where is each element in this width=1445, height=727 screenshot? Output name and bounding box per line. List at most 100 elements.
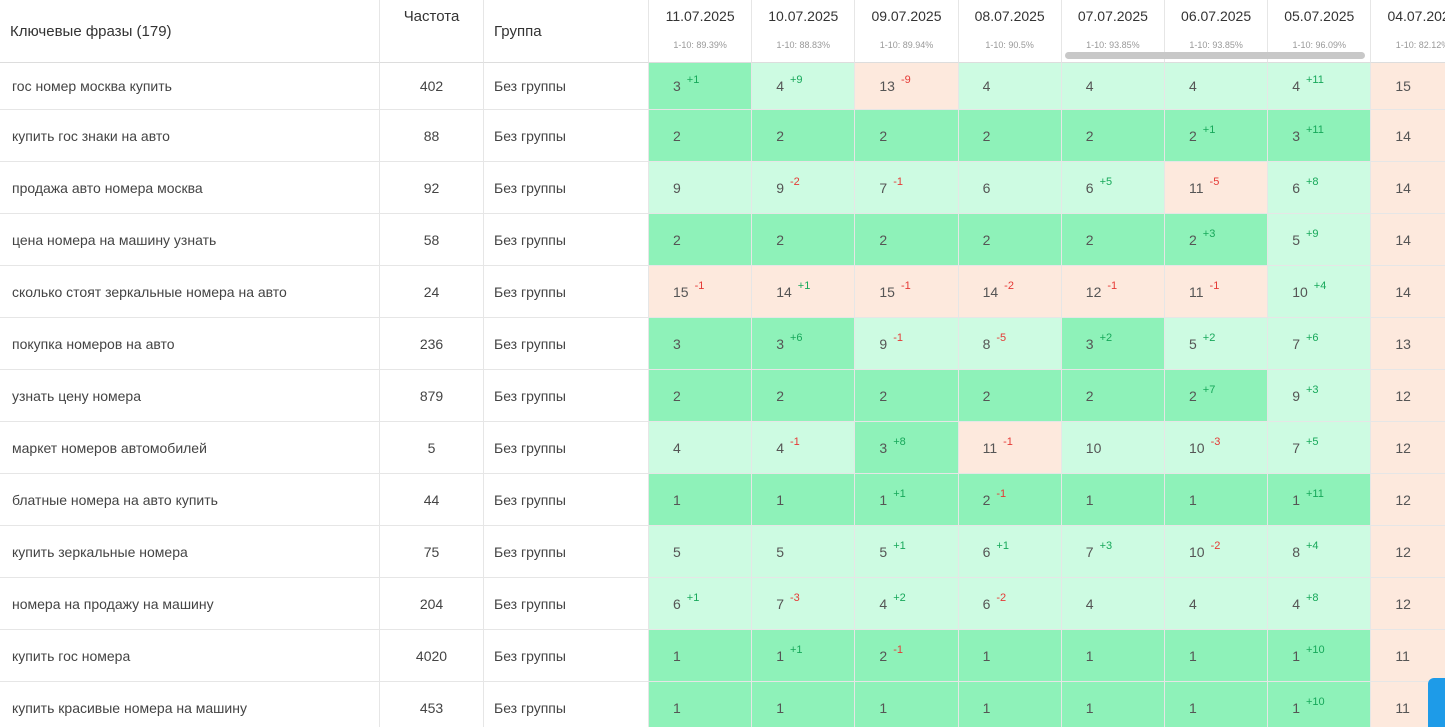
- frequency: 402: [380, 63, 484, 110]
- keyword: продажа авто номера москва: [0, 162, 380, 214]
- position: 1: [982, 647, 991, 664]
- position-cell: 2: [1061, 110, 1165, 162]
- position-cell: 4: [1061, 578, 1165, 630]
- position-change: +1: [893, 539, 906, 552]
- position-cell: 6 +5: [1061, 162, 1165, 214]
- position-change: +6: [789, 331, 803, 344]
- date: 11.07.2025: [665, 8, 735, 24]
- top10-share: 1-10: 89.39%: [673, 40, 727, 50]
- position-cell: 1 +1: [752, 630, 856, 682]
- position: 2: [776, 387, 784, 404]
- position-cell: 1: [1165, 630, 1269, 682]
- position-cell: 1: [752, 682, 856, 727]
- frequency: 92: [380, 162, 484, 214]
- position-cell: 1: [649, 682, 753, 727]
- group: Без группы: [484, 422, 649, 474]
- position-change: -2: [996, 591, 1007, 604]
- position-cell: 2 +1: [1165, 110, 1269, 162]
- frequency: 58: [380, 214, 484, 266]
- top10-share: 1-10: 93.85%: [1086, 40, 1140, 50]
- date-header[interactable]: 10.07.2025 1-10: 88.83%: [752, 0, 856, 63]
- position: 4: [1085, 595, 1094, 612]
- group: Без группы: [484, 578, 649, 630]
- position-cell: 3 +11: [1268, 110, 1372, 162]
- date: 06.07.2025: [1181, 8, 1252, 24]
- position: 1: [879, 699, 888, 716]
- position: 1: [673, 491, 681, 508]
- position: 4: [776, 439, 784, 456]
- position: 4: [982, 78, 991, 94]
- position-change: +8: [1305, 175, 1319, 188]
- frequency: 453: [380, 682, 484, 727]
- group: Без группы: [484, 63, 649, 110]
- position: 2: [1085, 231, 1094, 248]
- frequency-header[interactable]: Частота: [380, 0, 484, 63]
- position-change: +1: [686, 591, 700, 604]
- position-cell: 14: [1371, 266, 1445, 318]
- position-cell: 13: [1371, 318, 1445, 370]
- position-change: -3: [789, 591, 800, 604]
- date-header[interactable]: 06.07.2025 1-10: 93.85%: [1165, 0, 1269, 63]
- position: 5: [673, 543, 681, 560]
- group: Без группы: [484, 214, 649, 266]
- date-header[interactable]: 09.07.2025 1-10: 89.94%: [855, 0, 959, 63]
- position-change: -9: [900, 74, 911, 86]
- position-cell: 12: [1371, 422, 1445, 474]
- date-header[interactable]: 05.07.2025 1-10: 96.09%: [1268, 0, 1372, 63]
- frequency: 88: [380, 110, 484, 162]
- position-change: -1: [789, 435, 800, 448]
- position-cell: 5: [649, 526, 753, 578]
- position-change: +1: [1202, 123, 1216, 136]
- date: 04.07.2025: [1387, 8, 1445, 24]
- position-change: -1: [1209, 279, 1220, 292]
- position-change: +5: [1099, 175, 1113, 188]
- position-cell: 1: [649, 630, 753, 682]
- position-cell: 3 +1: [649, 63, 753, 110]
- position-change: +4: [1305, 539, 1319, 552]
- position-cell: 5 +1: [855, 526, 959, 578]
- position-change: +10: [1305, 643, 1325, 656]
- position: 1: [1085, 491, 1094, 508]
- date-header[interactable]: 08.07.2025 1-10: 90.5%: [958, 0, 1062, 63]
- position: 11: [1395, 647, 1410, 664]
- position: 1: [1085, 699, 1094, 716]
- position: 11: [1395, 699, 1410, 716]
- scrollbar[interactable]: [1065, 52, 1365, 59]
- position: 3: [1085, 335, 1094, 352]
- position-cell: 1 +10: [1268, 630, 1372, 682]
- position-change: +11: [1305, 74, 1324, 86]
- keyword: купить гос номера: [0, 630, 380, 682]
- date-header[interactable]: 11.07.2025 1-10: 89.39%: [649, 0, 753, 63]
- position-change: +10: [1305, 695, 1325, 708]
- position-cell: 2: [1061, 370, 1165, 422]
- position: 2: [982, 231, 991, 248]
- keyword-header[interactable]: Ключевые фразы (179): [0, 0, 380, 63]
- position-cell: 11: [1371, 630, 1445, 682]
- group: Без группы: [484, 474, 649, 526]
- position-cell: 12: [1371, 578, 1445, 630]
- position-change: -1: [1003, 435, 1013, 448]
- position: 13: [879, 78, 895, 94]
- position-cell: 11 -1: [958, 422, 1062, 474]
- side-button[interactable]: [1428, 678, 1445, 727]
- keyword: номера на продажу на машину: [0, 578, 380, 630]
- position-change: +2: [893, 591, 906, 604]
- position-change: +7: [1202, 383, 1216, 396]
- keyword: маркет номеров автомобилей: [0, 422, 380, 474]
- position: 3: [879, 439, 888, 456]
- date-header[interactable]: 04.07.2025 1-10: 82.12%: [1371, 0, 1445, 63]
- position: 3: [673, 335, 681, 352]
- position-cell: 12: [1371, 370, 1445, 422]
- position: 14: [1395, 179, 1411, 196]
- position: 4: [776, 78, 784, 94]
- position: 2: [776, 127, 784, 144]
- position: 5: [776, 543, 784, 560]
- date-header[interactable]: 07.07.2025 1-10: 93.85%: [1061, 0, 1165, 63]
- group: Без группы: [484, 318, 649, 370]
- position-cell: 5: [752, 526, 856, 578]
- group-header[interactable]: Группа: [484, 0, 649, 63]
- frequency: 24: [380, 266, 484, 318]
- keyword: купить гос знаки на авто: [0, 110, 380, 162]
- position-cell: 2 -1: [958, 474, 1062, 526]
- position-cell: 10 -2: [1165, 526, 1269, 578]
